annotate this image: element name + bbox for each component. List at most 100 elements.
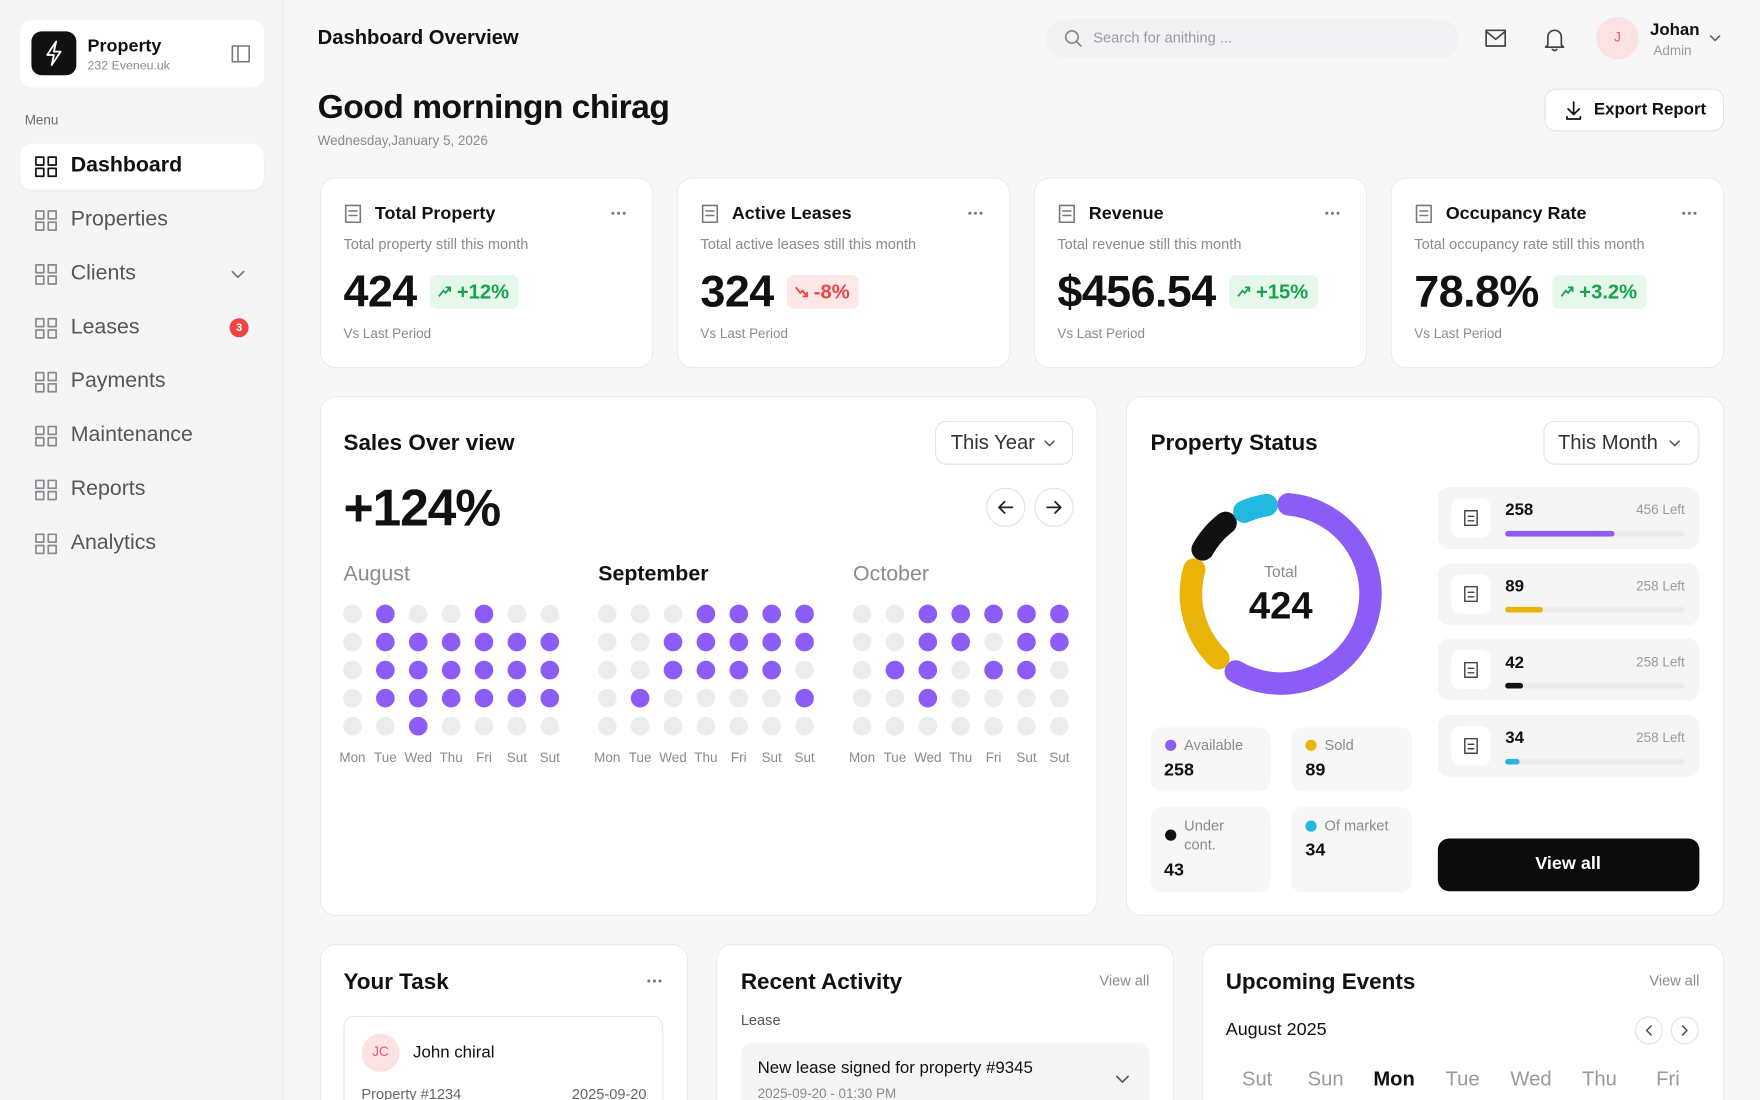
activity-dot [984, 716, 1003, 736]
activity-dot [918, 688, 938, 708]
activity-dot [951, 660, 971, 680]
menu-icon [35, 425, 57, 447]
collapse-icon [231, 45, 250, 63]
sales-card [319, 396, 1098, 916]
activity-dot [507, 716, 527, 736]
activity-dot [762, 632, 781, 652]
menu-item[interactable]: Maintenance [70, 422, 193, 447]
trend-arrow [1237, 286, 1251, 297]
trend-icon [1237, 286, 1251, 297]
dropdown-chevron [1669, 440, 1680, 447]
activity-dot [376, 632, 395, 652]
activity-dot [630, 604, 650, 624]
menu-item[interactable]: Clients [70, 261, 136, 285]
event-day[interactable]: Sut [1241, 1067, 1273, 1091]
status-item-left: 258 Left [1636, 729, 1685, 746]
activity-dot [597, 716, 617, 736]
activity-item[interactable] [740, 1042, 1150, 1100]
event-day[interactable]: Sun [1307, 1067, 1344, 1091]
user-menu-chevron [1709, 35, 1721, 42]
menu-item[interactable]: Leases [70, 315, 140, 339]
period-dropdown[interactable] [935, 420, 1074, 465]
day-label: Fri [476, 750, 492, 766]
activity-view-all[interactable]: View all [1099, 971, 1150, 989]
status-dropdown[interactable] [1543, 420, 1700, 465]
activity-dot [630, 632, 650, 652]
menu-icon [35, 317, 57, 339]
events-view-all[interactable]: View all [1649, 971, 1700, 989]
legend-box [1150, 807, 1271, 893]
view-all-label[interactable]: View all [1535, 853, 1601, 873]
export-label[interactable]: Export Report [1593, 100, 1707, 120]
event-day[interactable]: Fri [1656, 1067, 1680, 1091]
progress-track [1505, 682, 1685, 689]
legend-label: Under cont. [1184, 817, 1224, 854]
activity-dot [474, 604, 494, 624]
activity-dot [951, 604, 971, 624]
stat-subtitle: Total property still this month [343, 235, 529, 253]
status-item-left: 258 Left [1636, 653, 1685, 670]
month-nav[interactable] [1670, 1016, 1699, 1045]
bell-icon [1544, 29, 1565, 52]
activity-dot [376, 688, 395, 708]
legend-dot [1165, 829, 1177, 841]
activity-dot [507, 632, 527, 652]
day-label: Wed [659, 750, 687, 766]
stat-change-badge: +15% [1229, 275, 1318, 309]
greeting-date: Wednesday,January 5, 2026 [317, 132, 488, 149]
activity-dot [507, 660, 527, 680]
event-day[interactable]: Wed [1510, 1067, 1552, 1091]
period-label[interactable]: This Year [950, 431, 1035, 454]
day-label: Thu [439, 750, 463, 766]
legend-box [1290, 727, 1413, 792]
activity-dot [343, 688, 362, 708]
menu-item[interactable]: Analytics [70, 530, 157, 555]
search-input[interactable]: Search for anithing ... [1093, 28, 1232, 46]
status-period[interactable]: This Month [1557, 431, 1658, 454]
day-label: Tue [373, 750, 397, 766]
donut-total-label: Total [1264, 562, 1298, 581]
activity-dot [696, 604, 716, 624]
activity-dot [984, 688, 1003, 708]
activity-dot [852, 660, 872, 680]
event-day[interactable]: Mon [1373, 1067, 1415, 1091]
activity-dot [474, 716, 494, 736]
event-day[interactable]: Tue [1445, 1067, 1480, 1091]
month-nav[interactable] [1634, 1016, 1663, 1045]
stat-footer: Vs Last Period [1057, 325, 1145, 342]
activity-dot [795, 716, 814, 736]
activity-dot [1017, 604, 1036, 624]
header-title: Dashboard Overview [317, 26, 519, 49]
event-day[interactable]: Thu [1582, 1067, 1617, 1091]
stat-title: Total Property [374, 203, 496, 223]
task-date: 2025-09-20 [571, 1084, 647, 1100]
trend-icon [438, 286, 452, 297]
stat-subtitle: Total active leases still this month [700, 235, 917, 253]
sales-change: +124% [343, 478, 501, 537]
menu-item[interactable]: Reports [70, 476, 146, 501]
logo-icon [46, 40, 62, 67]
activity-dot [663, 632, 683, 652]
progress-bar [1505, 682, 1523, 689]
view-all-button[interactable] [1437, 838, 1700, 892]
progress-track [1505, 606, 1685, 613]
status-item-icon [1451, 574, 1491, 614]
stat-icon [1415, 204, 1432, 224]
stat-card [319, 177, 654, 369]
activity-dot [343, 716, 362, 736]
menu-item[interactable]: Payments [70, 368, 166, 393]
trend-icon [1560, 286, 1574, 297]
activity-dot [696, 632, 716, 652]
stat-footer: Vs Last Period [343, 325, 432, 342]
activity-dot [795, 688, 814, 708]
activity-dot [376, 604, 395, 624]
menu-item[interactable]: Dashboard [70, 153, 183, 177]
activity-dot [852, 716, 872, 736]
day-label: Tue [628, 750, 652, 766]
menu-item[interactable]: Properties [70, 207, 168, 231]
user-name: Johan [1650, 20, 1700, 40]
activity-dot [762, 660, 781, 680]
activity-dot [663, 688, 683, 708]
activity-dot [951, 716, 971, 736]
stat-icon [344, 204, 362, 224]
